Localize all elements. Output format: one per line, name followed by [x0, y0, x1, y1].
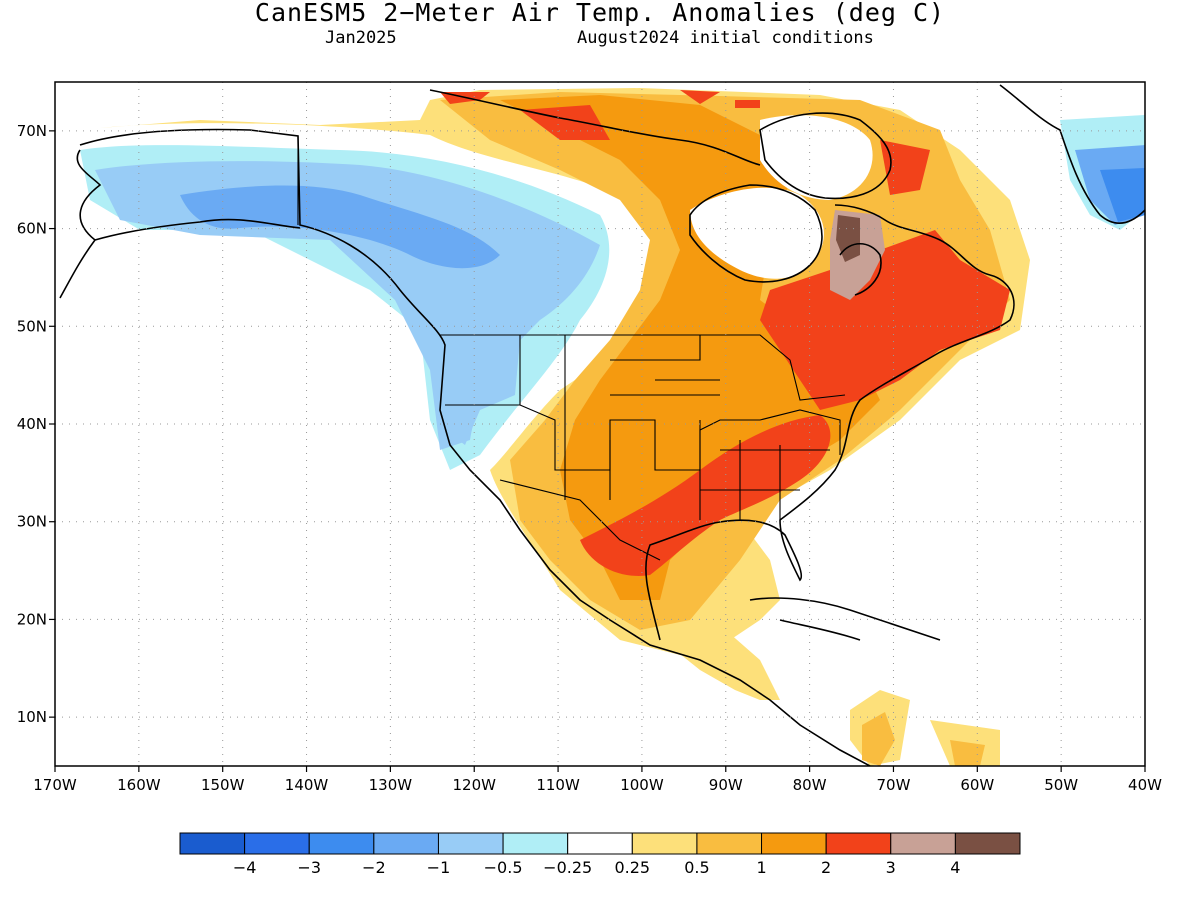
colorbar-swatch: [179, 832, 246, 855]
axis-ticks: [49, 130, 1146, 772]
chart-title: CanESM5 2−Meter Air Temp. Anomalies (deg…: [254, 0, 946, 27]
labrador-core-warm: [836, 215, 860, 262]
colorbar-label: 0.25: [614, 858, 650, 877]
lat-label: 30N: [17, 513, 47, 531]
lon-label: 70W: [877, 776, 911, 794]
colorbar-label: −3: [297, 858, 321, 877]
lon-label: 160W: [117, 776, 161, 794]
plains-warm: [500, 95, 880, 600]
valid-month: Jan2025: [325, 28, 397, 48]
colorbar-label: 2: [821, 858, 831, 877]
lon-label: 120W: [452, 776, 496, 794]
baffin-neutral: [760, 115, 873, 200]
lon-label: 50W: [1044, 776, 1078, 794]
lat-label: 20N: [17, 610, 47, 628]
lat-label: 10N: [17, 708, 47, 726]
colorbar-label: 0.5: [684, 858, 709, 877]
colorbar-label: 3: [886, 858, 896, 877]
arctic-islands-warm: [440, 90, 930, 195]
lon-label: 140W: [285, 776, 329, 794]
lat-label: 50N: [17, 317, 47, 335]
colorbar-swatch: [631, 832, 698, 855]
lat-label: 70N: [17, 122, 47, 140]
colorbar-swatch: [308, 832, 375, 855]
alaska-core-cool: [180, 185, 500, 269]
colorbar-swatch: [502, 832, 569, 855]
colorbar-swatch: [696, 832, 763, 855]
colorbar-swatch: [244, 832, 310, 855]
us-northwest-cool: [440, 340, 520, 445]
colorbar-swatch: [437, 832, 504, 855]
colorbar-labels: −4 −3 −2 −1 −0.5 −0.25 0.25 0.5 1 2 3 4: [233, 858, 961, 877]
colorbar-swatch: [825, 832, 892, 855]
lon-label: 40W: [1128, 776, 1162, 794]
colorbar: [179, 832, 1021, 855]
eastern-canada-warm: [760, 230, 1010, 410]
latitude-labels: 10N 20N 30N 40N 50N 60N 70N: [17, 122, 47, 726]
greenland-cool-deep: [1100, 168, 1145, 222]
colorbar-swatch: [373, 832, 439, 855]
anomaly-field: [80, 88, 1145, 766]
colorbar-swatch: [567, 832, 633, 855]
central-america-warm: [650, 625, 1000, 766]
colorbar-label: −2: [362, 858, 386, 877]
colorbar-label: −1: [427, 858, 451, 877]
colorbar-label: 1: [756, 858, 766, 877]
colorbar-swatch: [954, 832, 1021, 855]
colorbar-label: 4: [950, 858, 960, 877]
lat-label: 60N: [17, 220, 47, 238]
lon-label: 60W: [960, 776, 994, 794]
lon-label: 80W: [793, 776, 827, 794]
longitude-labels: 170W 160W 150W 140W 130W 120W 110W 100W 90W 80W 70…: [33, 776, 1162, 794]
lon-label: 130W: [369, 776, 413, 794]
lon-label: 100W: [620, 776, 664, 794]
borders: [297, 136, 846, 561]
south-america-warm: [862, 712, 985, 766]
southeast-us-warm: [580, 415, 831, 576]
hudson-bay-neutral: [690, 187, 824, 279]
colorbar-swatch: [761, 832, 827, 855]
lon-label: 110W: [536, 776, 580, 794]
colorbar-swatch: [890, 832, 956, 855]
lon-label: 90W: [709, 776, 743, 794]
colorbar-label: −4: [233, 858, 257, 877]
lon-label: 150W: [201, 776, 245, 794]
colorbar-label: −0.5: [484, 858, 523, 877]
initial-conditions: August2024 initial conditions: [577, 28, 874, 48]
colorbar-label: −0.25: [543, 858, 592, 877]
lat-label: 40N: [17, 415, 47, 433]
lon-label: 170W: [33, 776, 77, 794]
